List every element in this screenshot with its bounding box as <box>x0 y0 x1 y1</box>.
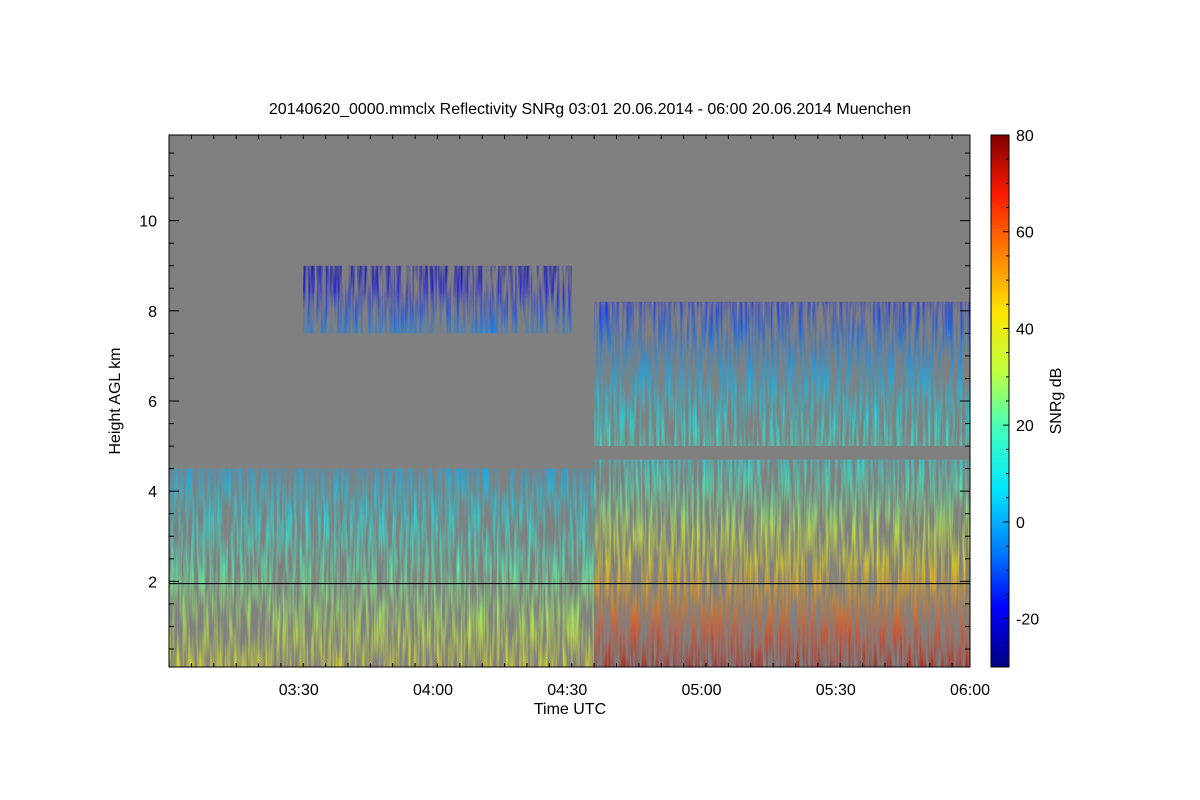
y-tick-label: 10 <box>139 214 157 231</box>
colorbar-tick-label: -20 <box>1016 612 1039 629</box>
plot-area <box>169 135 970 667</box>
x-axis-label: Time UTC <box>534 701 606 718</box>
cloud-feature <box>169 468 595 667</box>
x-tick-label: 04:30 <box>547 682 587 699</box>
colorbar-label: SNRg dB <box>1048 368 1065 435</box>
y-axis: 2 4 6 8 10 <box>139 152 970 650</box>
colorbar-tick-label: 0 <box>1016 515 1025 532</box>
colorbar-tick-label: 20 <box>1016 418 1034 435</box>
colorbar-tick-label: 80 <box>1016 128 1034 145</box>
y-tick-label: 8 <box>148 304 157 321</box>
colorbar-tick-label: 40 <box>1016 321 1034 338</box>
cloud-feature <box>594 301 970 447</box>
x-tick-label: 05:30 <box>816 682 856 699</box>
x-axis: 03:30 04:00 04:30 05:00 05:30 06:00 <box>168 135 990 699</box>
colorbar-ticks: -20 0 20 40 60 80 <box>1003 128 1039 668</box>
colorbar-tick-label: 60 <box>1016 225 1034 242</box>
cloud-feature <box>303 265 572 334</box>
x-tick-label: 06:00 <box>950 682 990 699</box>
y-tick-label: 6 <box>148 394 157 411</box>
y-tick-label: 4 <box>148 484 157 501</box>
cloud-layer <box>169 265 970 667</box>
cloud-feature <box>594 459 970 667</box>
x-tick-label: 03:30 <box>279 682 319 699</box>
x-tick-label: 05:00 <box>681 682 721 699</box>
y-tick-label: 2 <box>148 574 157 591</box>
x-tick-label: 04:00 <box>413 682 453 699</box>
y-axis-label: Height AGL km <box>107 347 124 454</box>
chart-title: 20140620_0000.mmclx Reflectivity SNRg 03… <box>269 101 911 118</box>
